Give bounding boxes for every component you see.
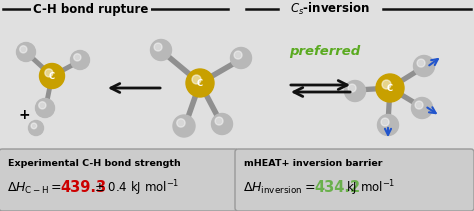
Text: =: =	[51, 181, 62, 195]
Text: mHEAT+ inversion barrier: mHEAT+ inversion barrier	[244, 158, 383, 168]
Circle shape	[234, 51, 242, 59]
Circle shape	[39, 64, 64, 88]
Circle shape	[377, 115, 399, 135]
Circle shape	[17, 42, 36, 61]
Circle shape	[413, 55, 435, 77]
Text: $\pm$ 0.4 kJ mol$^{-1}$: $\pm$ 0.4 kJ mol$^{-1}$	[94, 178, 179, 198]
Circle shape	[151, 39, 172, 61]
Circle shape	[382, 80, 391, 89]
Circle shape	[74, 54, 81, 61]
Text: 434.2: 434.2	[314, 180, 360, 196]
Text: $\Delta H_{\mathregular{inversion}}$: $\Delta H_{\mathregular{inversion}}$	[243, 180, 302, 196]
Text: C: C	[197, 79, 203, 88]
Circle shape	[173, 115, 195, 137]
Text: C: C	[387, 84, 393, 93]
Circle shape	[376, 74, 404, 102]
FancyBboxPatch shape	[0, 149, 238, 211]
Circle shape	[45, 69, 53, 77]
Circle shape	[415, 101, 423, 109]
Circle shape	[154, 43, 162, 51]
Text: C-H bond rupture: C-H bond rupture	[33, 3, 149, 15]
Circle shape	[211, 114, 233, 134]
Text: preferred: preferred	[289, 46, 361, 58]
Circle shape	[186, 69, 214, 97]
Circle shape	[345, 81, 365, 101]
Circle shape	[411, 97, 432, 119]
Circle shape	[36, 99, 55, 118]
Text: =: =	[305, 181, 316, 195]
Text: $\mathit{C}_s$-inversion: $\mathit{C}_s$-inversion	[290, 1, 370, 17]
Text: 439.3: 439.3	[60, 180, 106, 196]
Circle shape	[39, 102, 46, 109]
FancyBboxPatch shape	[235, 149, 474, 211]
Text: $\Delta H_{\mathregular{C-H}}$: $\Delta H_{\mathregular{C-H}}$	[7, 180, 49, 196]
Circle shape	[28, 120, 44, 135]
Circle shape	[381, 118, 389, 126]
Circle shape	[348, 84, 356, 92]
Text: C: C	[49, 72, 55, 81]
Text: Experimental C-H bond strength: Experimental C-H bond strength	[8, 158, 181, 168]
Text: +: +	[18, 108, 30, 122]
Circle shape	[177, 119, 185, 127]
Circle shape	[31, 123, 37, 129]
Circle shape	[192, 75, 201, 84]
Circle shape	[20, 46, 27, 53]
Circle shape	[215, 117, 223, 125]
Circle shape	[230, 47, 252, 69]
Text: kJ mol$^{-1}$: kJ mol$^{-1}$	[346, 178, 395, 198]
Circle shape	[417, 59, 425, 67]
Circle shape	[71, 50, 90, 69]
